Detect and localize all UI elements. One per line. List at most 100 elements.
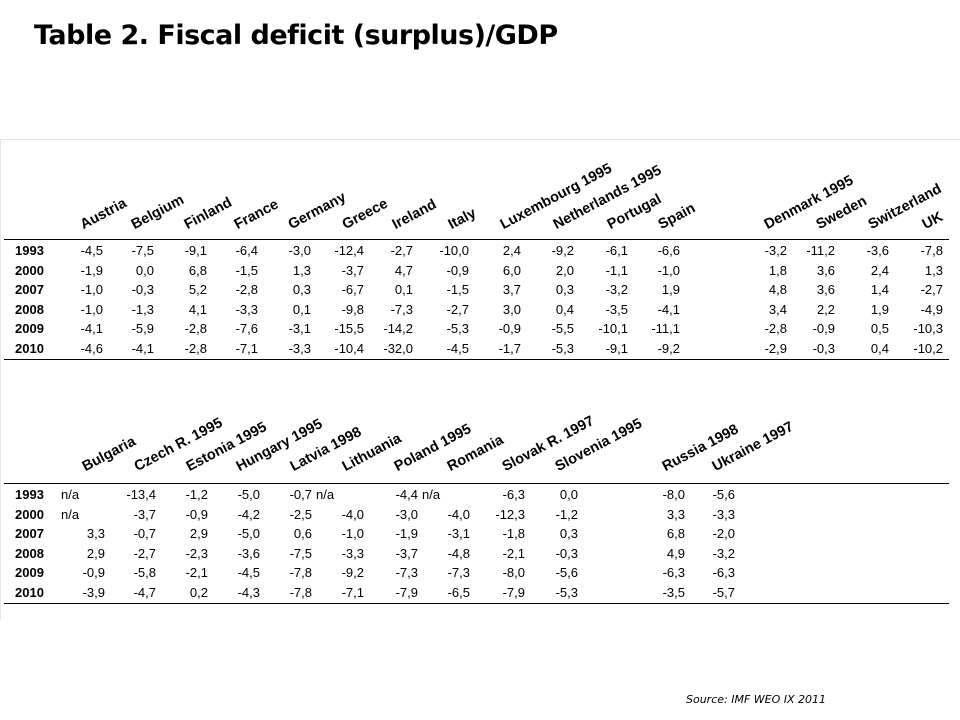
table-cell: -3,0 (288, 243, 311, 258)
row-label-year: 2007 (15, 282, 44, 297)
table-cell: -3,2 (605, 282, 628, 297)
table-cell: -5,0 (237, 526, 260, 541)
column-header-belgium: Belgium (128, 191, 187, 233)
footer-rule (4, 359, 949, 360)
table-cell: 1,3 (924, 262, 943, 278)
column-header-germany: Germany (285, 189, 349, 233)
table-cell: 3,3 (86, 526, 105, 541)
table-cell: -2,1 (185, 565, 208, 580)
table-cell: 0,0 (559, 487, 578, 502)
table-cell: -9,2 (341, 565, 364, 580)
table-cell: -7,8 (289, 565, 312, 580)
table-cell: 3,7 (502, 282, 521, 297)
table-cell: -0,3 (555, 545, 578, 561)
table-cell: 0,4 (870, 340, 889, 356)
table-cell: -2,7 (390, 243, 413, 258)
table-panel-transition-economies: Bulgaria Czech R. 1995 Estonia 1995 Hungary… (1, 380, 960, 621)
table-cell: n/a (61, 487, 80, 502)
table-cell: -5,9 (131, 321, 154, 336)
table-cell: -2,8 (184, 340, 207, 356)
row-label-year: 2009 (15, 321, 44, 336)
table-cell: -5,3 (551, 340, 574, 356)
table-cell: -10,4 (334, 340, 364, 356)
table-cell: -3,7 (395, 545, 418, 561)
table-cell: -5,0 (237, 487, 260, 502)
column-header-finland: Finland (181, 194, 235, 233)
table-cell: 0,3 (292, 282, 311, 297)
table-cell: 2,4 (870, 262, 889, 278)
table-cell: -7,5 (289, 545, 312, 561)
table-cell: -5,3 (446, 321, 469, 336)
table-cell: -6,6 (657, 243, 680, 258)
table-cell: -3,7 (341, 262, 364, 278)
table-cell: -2,8 (184, 321, 207, 336)
table-cell: -6,3 (502, 487, 525, 502)
table-cell: 0,6 (293, 526, 312, 541)
table-cell: -5,3 (555, 584, 578, 600)
table-cell: -11,2 (806, 243, 835, 258)
row-label-year: 2010 (15, 340, 44, 356)
table-cell: -4,6 (80, 340, 103, 356)
table-cell: -6,3 (662, 565, 685, 580)
table-cell: -1,9 (80, 262, 103, 278)
row-label-year: 1993 (15, 487, 44, 502)
table-cell: -4,1 (80, 321, 103, 336)
table-cell: 1,4 (870, 282, 889, 297)
table-cell: -8,0 (502, 565, 525, 580)
table-cell: -2,9 (764, 340, 787, 356)
table-cell: -4,4 (395, 487, 418, 502)
row-label-year: 2008 (15, 545, 44, 561)
table-cell: 2,9 (86, 545, 105, 561)
table-cell: -3,3 (288, 340, 311, 356)
table-cell: -15,5 (334, 321, 364, 336)
table-cell: -3,2 (764, 243, 787, 258)
table-cell: -5,5 (551, 321, 574, 336)
table-cell: -1,5 (446, 282, 469, 297)
table-cell: -3,3 (341, 545, 364, 561)
table-cell: -4,5 (446, 340, 469, 356)
footer-rule (4, 603, 949, 604)
column-header-uk: UK (919, 208, 946, 233)
table-cell: -1,5 (235, 262, 258, 278)
table-cell: -5,6 (712, 487, 735, 502)
table-cell: -11,1 (651, 321, 680, 336)
row-label-year: 2007 (15, 526, 44, 541)
table-cell: -10,0 (439, 243, 469, 258)
table-cell: -1,1 (605, 262, 628, 278)
table-cell: n/a (316, 487, 335, 502)
table-cell: -7,9 (502, 584, 525, 600)
table-cell: -1,3 (131, 301, 154, 317)
table-cell: -10,3 (913, 321, 943, 336)
table-cell: 3,4 (768, 301, 787, 317)
table-cell: -4,0 (447, 506, 470, 522)
table-cell: -4,5 (80, 243, 103, 258)
row-label-year: 2010 (15, 584, 44, 600)
table-cell: -3,1 (288, 321, 311, 336)
table-cell: -1,0 (657, 262, 680, 278)
table-cell: 2,4 (502, 243, 521, 258)
table-cell: -1,9 (395, 526, 418, 541)
table-cell: -14,2 (383, 321, 413, 336)
table-cell: -4,5 (237, 565, 260, 580)
table-cell: -3,1 (447, 526, 470, 541)
row-label-year: 2009 (15, 565, 44, 580)
table-cell: -7,5 (131, 243, 154, 258)
table-cell: -0,9 (82, 565, 105, 580)
table-cell: -2,8 (235, 282, 258, 297)
table-cell: -9,8 (341, 301, 364, 317)
table-cell: -10,1 (598, 321, 628, 336)
table-cell: -3,9 (82, 584, 105, 600)
table-cell: -2,7 (446, 301, 469, 317)
table-cell: -4,8 (447, 545, 470, 561)
table-cell: n/a (422, 487, 441, 502)
table-cell: -3,5 (605, 301, 628, 317)
table-cell: 0,3 (555, 282, 574, 297)
table-cell: -1,0 (80, 301, 103, 317)
page-title: Table 2. Fiscal deficit (surplus)/GDP (34, 20, 558, 51)
table-cell: -2,3 (185, 545, 208, 561)
table-cell: -0,7 (289, 487, 312, 502)
table-cell: -7,3 (447, 565, 470, 580)
table-cell: -3,6 (866, 243, 889, 258)
table-cell: -1,0 (341, 526, 364, 541)
table-cell: 2,2 (816, 301, 835, 317)
